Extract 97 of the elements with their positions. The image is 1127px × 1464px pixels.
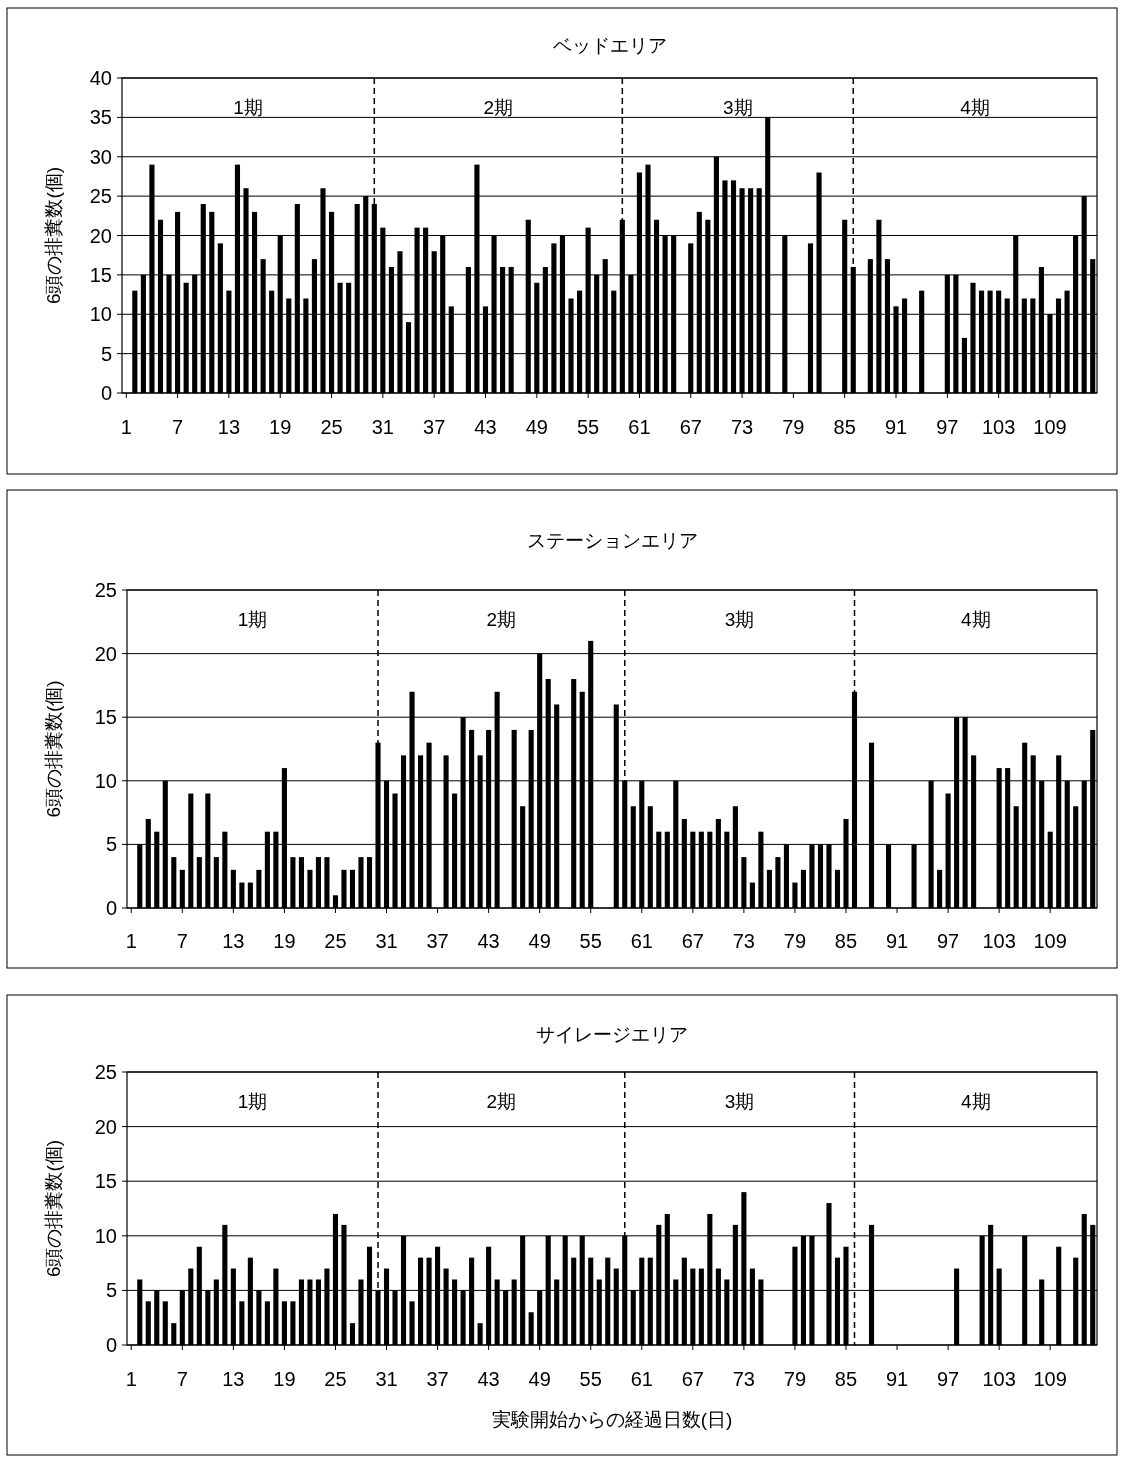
x-tick-label: 79	[783, 1368, 807, 1390]
x-tick-label: 31	[375, 930, 398, 952]
x-tick-label: 55	[579, 930, 602, 952]
y-tick-label: 30	[89, 145, 112, 168]
x-tick-label: 67	[681, 930, 704, 952]
x-tick-label: 91	[884, 416, 908, 438]
x-tick-label: 85	[834, 930, 858, 952]
x-tick-label: 13	[222, 1368, 245, 1390]
y-tick-label: 15	[94, 706, 117, 729]
y-tick-label: 0	[105, 897, 117, 919]
annotation: 1期	[233, 97, 263, 118]
x-tick-label: 1	[125, 1368, 137, 1390]
x-tick-label: 7	[176, 1368, 188, 1390]
x-tick-label: 85	[833, 416, 856, 438]
annotation: 4期	[960, 1091, 991, 1112]
y-tick-label: 35	[89, 106, 112, 129]
x-tick-label: 37	[423, 416, 446, 438]
y-tick-label: 25	[94, 1061, 117, 1083]
y-tick-label: 25	[94, 579, 117, 601]
y-tick-label: 20	[94, 1115, 117, 1138]
y-tick-label: 10	[94, 1224, 117, 1247]
x-tick-label: 97	[936, 930, 960, 952]
x-tick-label: 19	[273, 930, 296, 952]
y-tick-label: 20	[89, 224, 112, 247]
x-tick-label: 61	[628, 416, 651, 438]
x-axis-title: 実験開始からの経過日数(日)	[491, 1409, 733, 1430]
annotation: 3期	[724, 609, 755, 630]
y-tick-label: 0	[100, 382, 112, 404]
chart-title: サイレージエリア	[536, 1024, 688, 1045]
y-tick-label: 0	[105, 1334, 117, 1356]
x-tick-label: 91	[885, 1368, 909, 1390]
y-axis-title: 6頭の排糞数(個)	[43, 1139, 64, 1278]
x-tick-label: 49	[528, 1368, 551, 1390]
x-tick-label: 25	[324, 1368, 347, 1390]
x-tick-label: 73	[732, 1368, 756, 1390]
x-tick-label: 103	[981, 416, 1016, 438]
x-tick-label: 73	[730, 416, 754, 438]
y-tick-label: 5	[100, 342, 112, 365]
x-tick-label: 97	[936, 1368, 960, 1390]
x-tick-label: 79	[783, 930, 807, 952]
x-tick-label: 43	[477, 1368, 500, 1390]
y-axis-title: 6頭の排糞数(個)	[43, 680, 64, 818]
y-tick-label: 10	[94, 769, 117, 792]
x-tick-label: 13	[217, 416, 241, 438]
y-tick-label: 5	[105, 1279, 117, 1302]
x-tick-label: 1	[120, 416, 132, 438]
x-tick-label: 49	[528, 930, 551, 952]
x-tick-label: 13	[222, 930, 245, 952]
x-tick-label: 79	[782, 416, 805, 438]
y-tick-label: 20	[94, 642, 117, 665]
x-tick-label: 109	[1033, 1368, 1067, 1390]
x-tick-label: 61	[630, 930, 653, 952]
y-tick-label: 40	[89, 67, 112, 89]
annotation: 4期	[960, 97, 990, 118]
x-tick-label: 31	[375, 1368, 398, 1390]
x-tick-label: 103	[982, 930, 1016, 952]
x-tick-label: 55	[579, 1368, 602, 1390]
x-tick-label: 7	[172, 416, 184, 438]
annotation: 4期	[960, 609, 991, 630]
annotation: 2期	[486, 1091, 517, 1112]
x-tick-label: 67	[679, 416, 702, 438]
x-tick-label: 31	[371, 416, 394, 438]
x-tick-label: 7	[176, 930, 188, 952]
x-tick-label: 25	[320, 416, 343, 438]
y-tick-label: 25	[89, 185, 112, 208]
x-tick-label: 109	[1033, 416, 1067, 438]
y-tick-label: 15	[94, 1170, 117, 1193]
annotation: 3期	[724, 1091, 755, 1112]
chart-title: ステーションエリア	[526, 530, 698, 551]
chart-title: ベッドエリア	[552, 35, 667, 56]
y-tick-label: 5	[105, 833, 117, 856]
x-tick-label: 37	[426, 1368, 449, 1390]
annotation: 2期	[483, 97, 514, 118]
x-tick-label: 43	[474, 416, 497, 438]
y-tick-label: 10	[89, 303, 112, 326]
x-tick-label: 109	[1033, 930, 1067, 952]
x-tick-label: 19	[273, 1368, 296, 1390]
x-tick-label: 49	[525, 416, 548, 438]
y-tick-label: 15	[89, 263, 112, 286]
x-tick-label: 37	[426, 930, 449, 952]
x-tick-label: 85	[834, 1368, 858, 1390]
x-tick-label: 55	[576, 416, 600, 438]
x-tick-label: 19	[269, 416, 292, 438]
x-tick-label: 61	[630, 1368, 653, 1390]
x-tick-label: 25	[324, 930, 347, 952]
annotation: 1期	[237, 1091, 268, 1112]
x-tick-label: 91	[885, 930, 909, 952]
x-tick-label: 103	[982, 1368, 1016, 1390]
annotation: 1期	[237, 609, 268, 630]
x-tick-label: 1	[125, 930, 137, 952]
x-tick-label: 43	[477, 930, 500, 952]
x-tick-label: 97	[936, 416, 959, 438]
x-tick-label: 67	[681, 1368, 704, 1390]
annotation: 3期	[723, 97, 753, 118]
x-tick-label: 73	[732, 930, 756, 952]
y-axis-title: 6頭の排糞数(個)	[43, 166, 64, 305]
annotation: 2期	[486, 609, 517, 630]
